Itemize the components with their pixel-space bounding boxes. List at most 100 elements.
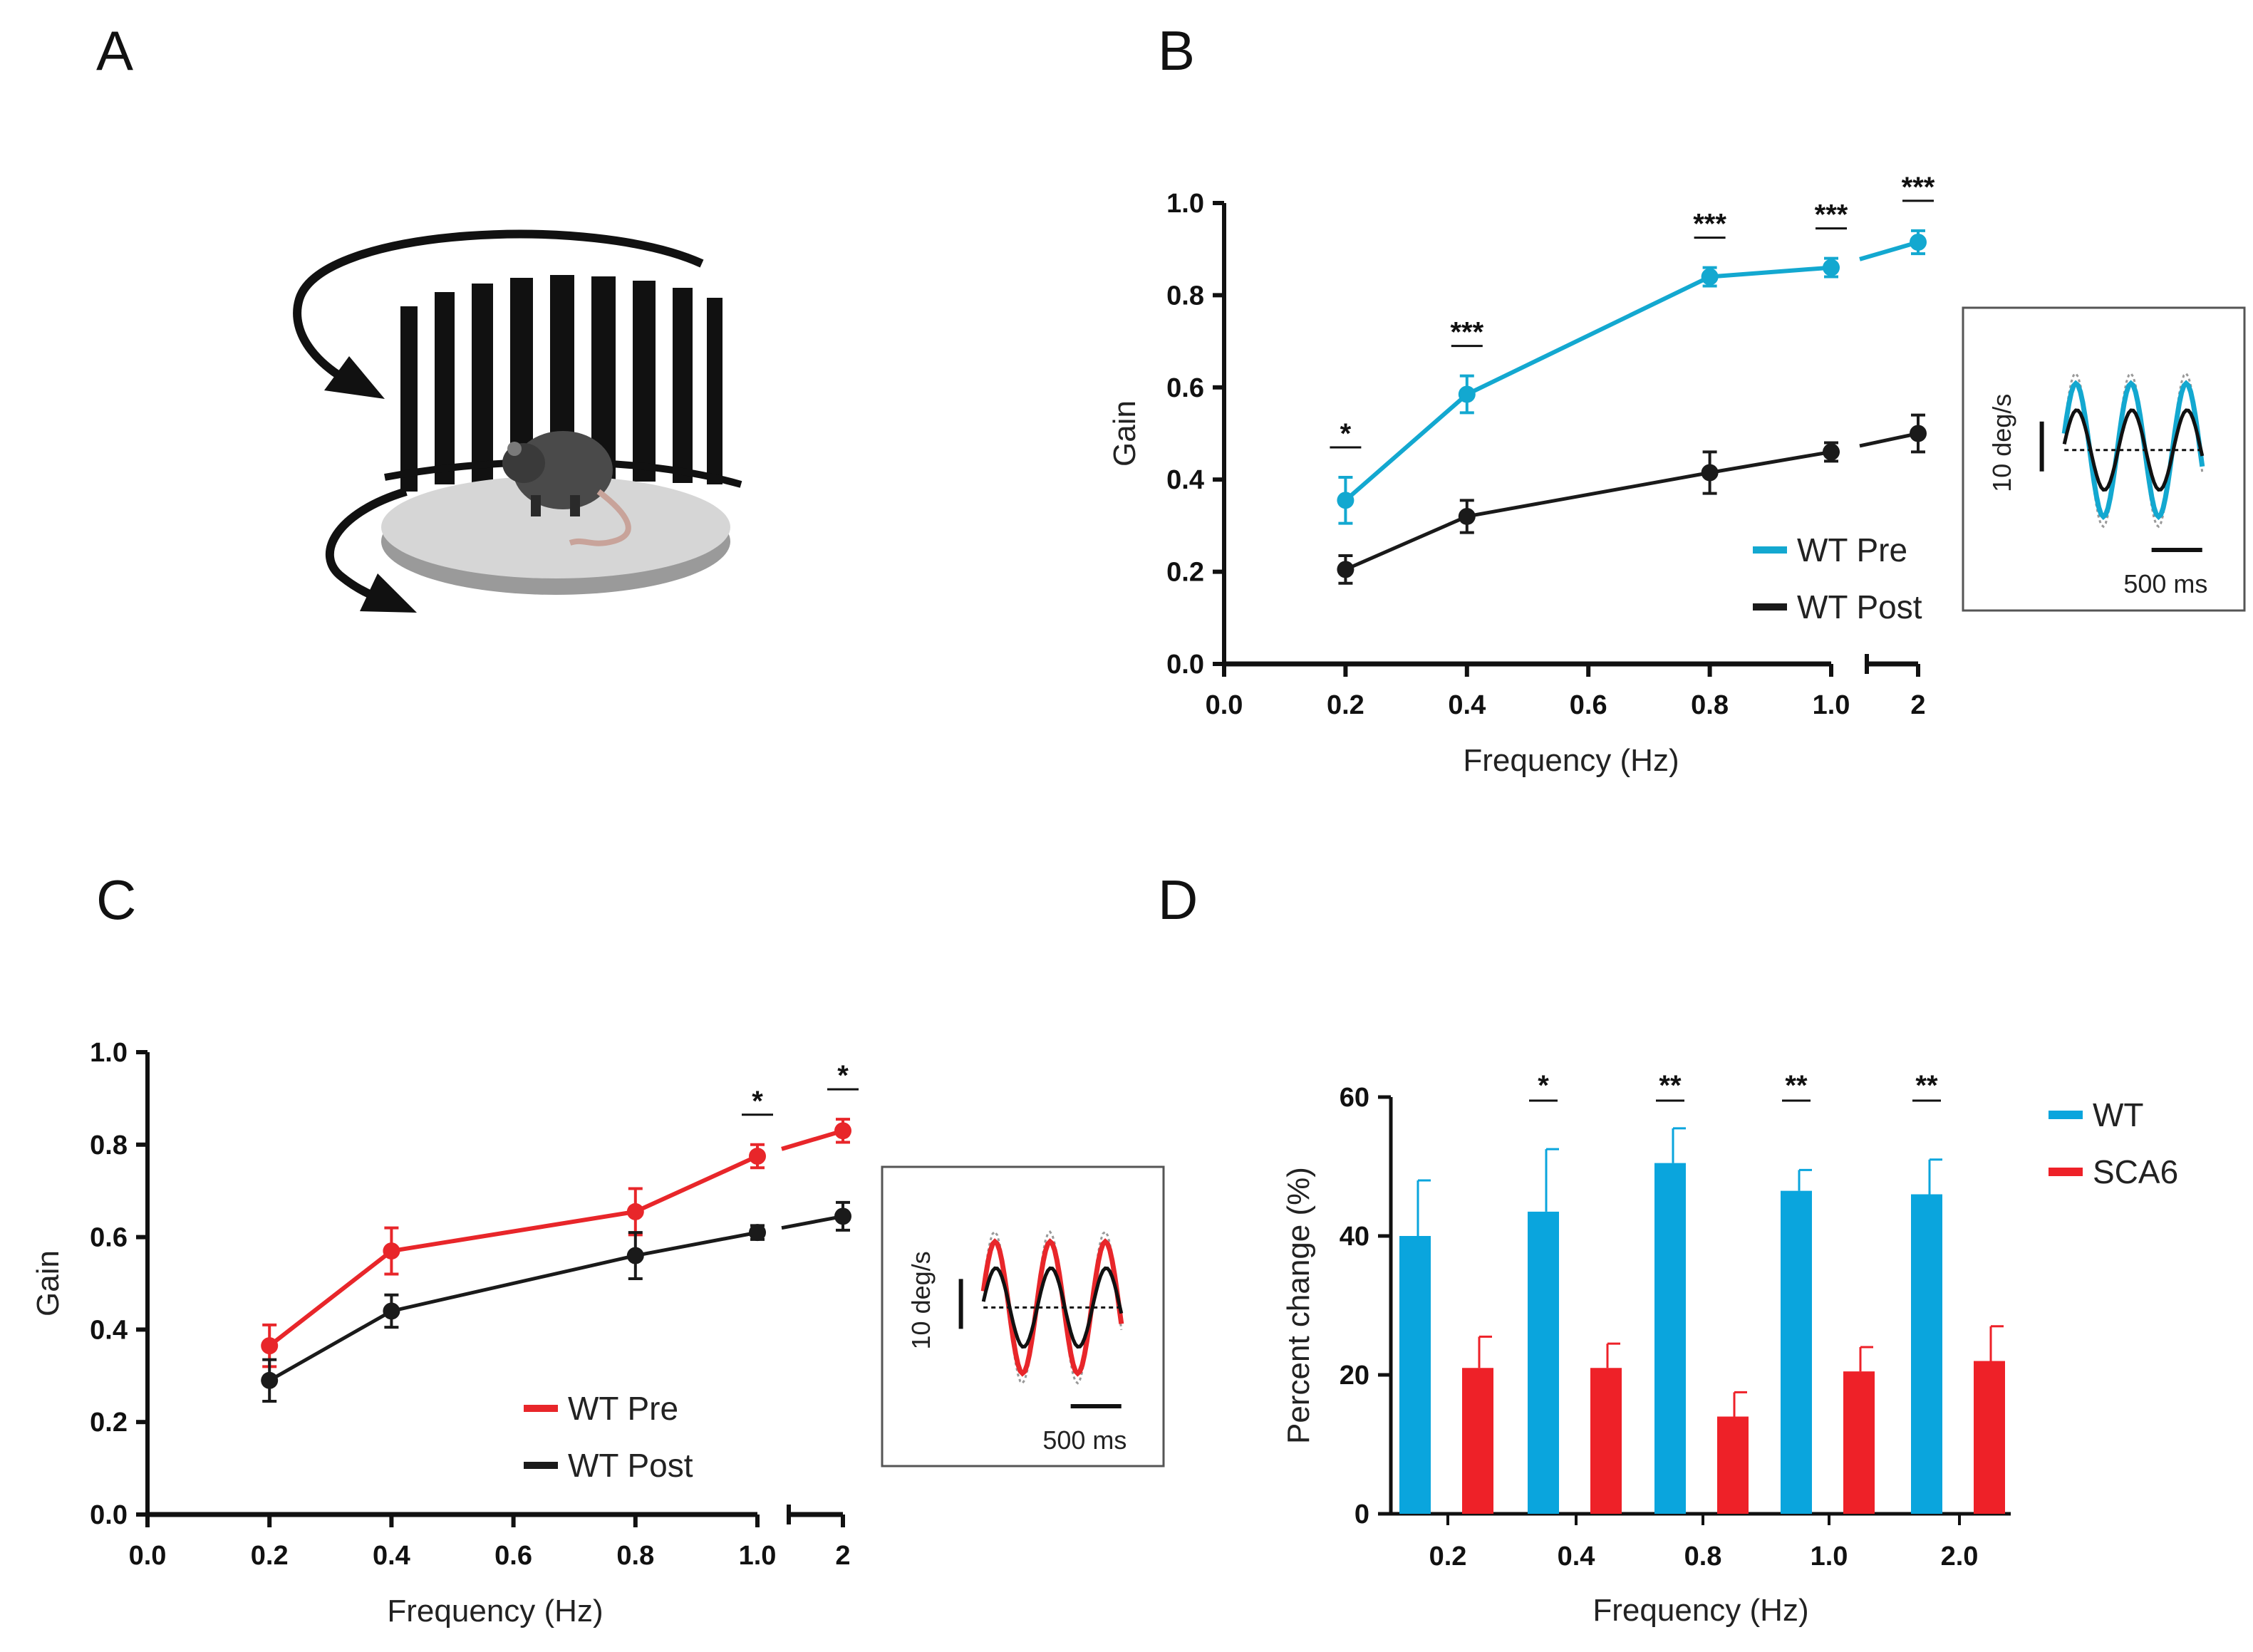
y-scale-label: 10 deg/s <box>1987 394 2016 492</box>
inset-b: 10 deg/s 500 ms <box>1962 306 2246 612</box>
data-point <box>834 1207 851 1225</box>
bar-wt <box>1781 1190 1812 1514</box>
bar-sca6 <box>1462 1368 1493 1514</box>
x-tick-label: 2 <box>835 1541 850 1571</box>
series-line-pre <box>1344 265 1832 502</box>
x-tick-label: 1.0 <box>739 1541 777 1571</box>
x-tick-label: 0.4 <box>373 1541 410 1571</box>
x-tick-label: 1.0 <box>1811 1542 1848 1572</box>
series-break-segment-pre <box>1859 240 1919 261</box>
inset-c: 10 deg/s 500 ms <box>881 1165 1165 1467</box>
data-point <box>383 1242 400 1260</box>
data-point <box>1823 259 1840 276</box>
bar-sca6 <box>1590 1368 1622 1514</box>
y-tick-label: 0.6 <box>90 1223 128 1253</box>
x-tick-label: 1.0 <box>1813 690 1850 720</box>
x-tick-label: 0.8 <box>616 1541 654 1571</box>
data-point <box>261 1371 279 1389</box>
significance-marker: *** <box>1450 317 1483 348</box>
data-point <box>1910 425 1927 442</box>
data-point <box>1458 507 1476 525</box>
data-point <box>1458 385 1476 403</box>
data-point <box>1701 268 1719 286</box>
data-point <box>626 1202 644 1220</box>
significance-marker: ** <box>1915 1070 1938 1101</box>
data-point <box>1910 233 1927 251</box>
significance-marker: *** <box>1815 199 1848 231</box>
x-tick-label: 0.2 <box>251 1541 289 1571</box>
inset-frame <box>1962 306 2246 612</box>
significance-marker: * <box>752 1086 763 1117</box>
y-tick-label: 0 <box>1355 1500 1369 1529</box>
panel-label-b: B <box>1158 19 1195 82</box>
y-tick-label: 0.6 <box>1166 373 1204 403</box>
legend-label-sca6: SCA6 <box>2093 1153 2178 1190</box>
y-axis-title: Gain <box>31 1250 66 1316</box>
y-axis-title: Percent change (%) <box>1281 1167 1316 1444</box>
x-tick-label: 0.6 <box>1570 690 1607 720</box>
y-tick-label: 1.0 <box>90 1038 128 1068</box>
bar-wt <box>1654 1163 1686 1514</box>
data-point <box>1337 561 1355 578</box>
y-tick-label: 0.4 <box>90 1315 128 1345</box>
y-tick-label: 0.0 <box>1166 650 1204 680</box>
bar-wt <box>1528 1211 1559 1514</box>
data-point <box>749 1224 766 1242</box>
bar-sca6 <box>1717 1416 1749 1514</box>
bar-sca6 <box>1843 1371 1875 1514</box>
y-tick-label: 0.8 <box>90 1131 128 1160</box>
chart-b: 0.0 0.2 0.4 0.6 0.8 1.0 0.0 0.2 0.4 0.6 0.8 1.0 2 Fre… <box>1107 172 1935 778</box>
x-tick-label: 0.2 <box>1327 690 1364 720</box>
post-trace <box>981 1266 1124 1349</box>
series-break-segment-pre <box>781 1128 844 1151</box>
x-tick-label: 0.4 <box>1558 1542 1595 1572</box>
y-tick-label: 40 <box>1340 1222 1369 1252</box>
x-tick-label: 0.0 <box>129 1541 167 1571</box>
x-tick-label: 2.0 <box>1941 1542 1979 1572</box>
series-break-segment-post <box>781 1214 844 1230</box>
chart-d: 0 20 40 60 0.2 0.4 * 0.8 ** 1.0 ** 2.0 ** Frequency (… <box>1281 1070 2178 1628</box>
x-tick-label: 0.2 <box>1429 1542 1467 1572</box>
x-tick-label: 0.6 <box>494 1541 532 1571</box>
x-scale-label: 500 ms <box>1042 1425 1126 1455</box>
x-scale-label: 500 ms <box>2123 569 2207 598</box>
y-tick-label: 0.8 <box>1166 281 1204 311</box>
data-point <box>626 1247 644 1264</box>
series-line-post <box>268 1230 758 1382</box>
y-tick-label: 20 <box>1340 1361 1369 1391</box>
series-line-pre <box>268 1154 759 1348</box>
x-tick-label: 0.0 <box>1206 690 1243 720</box>
mouse-icon <box>502 431 631 546</box>
data-point <box>1823 443 1840 461</box>
bar-wt <box>1399 1236 1431 1514</box>
rotating-drum-mouse-illustration <box>293 229 742 613</box>
significance-marker: ** <box>1659 1070 1682 1101</box>
y-tick-label: 0.4 <box>1166 465 1204 495</box>
x-tick-label: 0.8 <box>1684 1542 1722 1572</box>
y-tick-label: 60 <box>1340 1083 1369 1113</box>
panel-label-a: A <box>96 19 133 82</box>
chart-c: 0.0 0.2 0.4 0.6 0.8 1.0 0.0 0.2 0.4 0.6 0.8 1.0 2 Fre… <box>31 1038 859 1628</box>
rotation-arrow-top-icon <box>293 229 704 393</box>
significance-marker: * <box>837 1060 849 1091</box>
significance-marker: *** <box>1693 209 1726 240</box>
data-point <box>834 1122 851 1140</box>
data-point <box>261 1337 279 1355</box>
y-tick-label: 0.2 <box>1166 558 1204 588</box>
series-break-segment-post <box>1859 432 1919 448</box>
y-tick-label: 0.0 <box>90 1500 128 1530</box>
x-tick-label: 0.4 <box>1448 690 1486 720</box>
x-axis-title: Frequency (Hz) <box>1592 1593 1808 1628</box>
legend-label-wt: WT <box>2093 1096 2144 1133</box>
bar-wt <box>1911 1194 1942 1514</box>
x-axis-title: Frequency (Hz) <box>1463 743 1679 778</box>
significance-marker: * <box>1340 418 1352 450</box>
inset-frame <box>881 1165 1165 1467</box>
y-scale-label: 10 deg/s <box>906 1251 936 1349</box>
data-point <box>1337 492 1355 509</box>
data-point <box>383 1302 400 1320</box>
legend-label-pre: WT Pre <box>1797 531 1907 568</box>
bar-sca6 <box>1974 1361 2005 1514</box>
x-axis-title: Frequency (Hz) <box>387 1594 603 1628</box>
